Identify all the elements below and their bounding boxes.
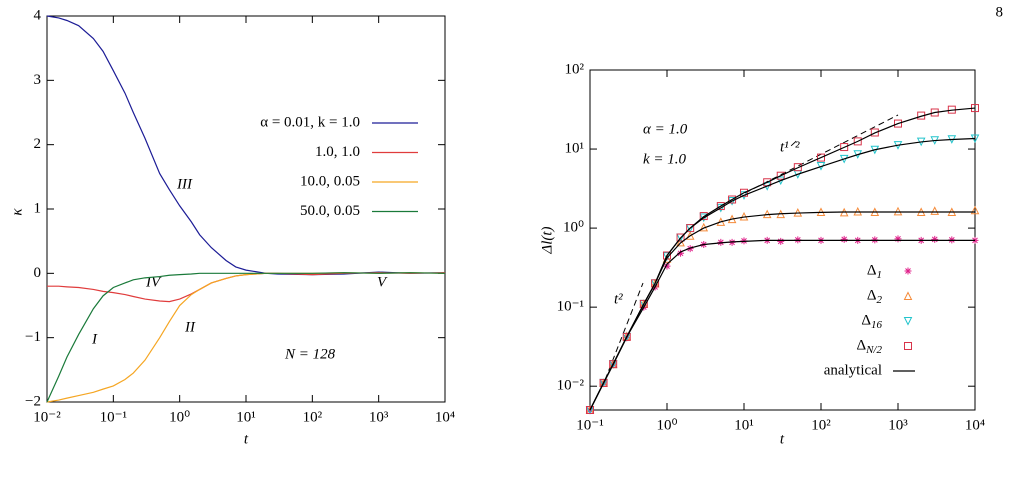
marker [893,206,903,216]
annotation: α = 1.0 [643,121,688,137]
series-line [589,107,976,411]
annotation: k = 1.0 [643,151,687,167]
legend-label: 10.0, 0.05 [300,173,360,189]
marker [853,137,862,146]
marker [817,153,825,162]
x-tick-label: 10³ [369,409,389,425]
series-line [589,239,975,411]
marker [685,231,695,240]
marker [776,176,786,186]
y-tick-label: 10⁻² [557,378,585,394]
legend-marker [903,291,913,300]
y-tick-label: 4 [34,7,42,23]
x-axis-label: t [780,431,785,447]
y-tick-label: 0 [34,265,42,281]
x-tick-label: 10² [811,417,831,433]
y-axis-label: κ [9,208,25,216]
marker [870,128,879,137]
annotation: IV [145,274,162,290]
annotation: t² [614,291,623,307]
marker [740,188,748,197]
y-axis-label: Δl(t) [539,226,555,254]
marker [716,203,726,213]
y-tick-label: 1 [34,200,42,216]
x-tick-label: 10⁻¹ [100,409,127,425]
x-tick-label: 10⁰ [656,417,677,433]
y-tick-label: 3 [34,72,42,88]
annotation: III [176,176,193,192]
x-tick-label: 10⁻² [33,409,61,425]
y-tick-label: 2 [34,136,42,152]
x-tick-label: 10⁴ [965,417,985,433]
legend-label: α = 0.01, k = 1.0 [260,114,360,130]
marker [677,249,685,257]
legend-label: analytical [824,362,882,378]
series-line [46,15,446,276]
x-axis-label: t [244,431,249,447]
legend-marker [904,342,912,350]
marker [739,191,749,200]
marker [609,360,618,369]
legend-label: 50.0, 0.05 [300,203,360,219]
y-tick-label: −1 [25,329,41,345]
marker [599,378,608,387]
page-number: 8 [996,4,1004,20]
y-tick-label: 10⁰ [563,220,584,236]
x-tick-label: 10⁻¹ [576,417,603,433]
marker [676,233,685,242]
marker [686,224,695,233]
marker [894,235,902,243]
x-tick-label: 10⁴ [435,409,455,425]
marker [777,237,785,245]
marker [840,235,848,243]
annotation: V [377,274,388,290]
annotation: II [184,319,196,335]
annotation: N = 128 [284,346,336,362]
plot-frame [46,15,446,403]
marker [930,206,940,215]
marker [970,205,980,215]
marker [894,119,902,128]
legend-marker [904,267,912,275]
guide-line [604,282,644,381]
marker [840,143,849,152]
x-tick-label: 10⁰ [169,409,190,425]
legend-marker [903,317,913,326]
series-line [46,272,446,403]
legend-label: Δ16 [861,312,882,330]
y-tick-label: 10¹ [565,140,585,156]
marker [586,406,594,414]
annotation: I [91,331,98,347]
legend-label: Δ2 [867,287,883,305]
series-line [47,272,446,303]
marker [776,171,785,180]
x-tick-label: 10¹ [734,417,754,433]
x-tick-label: 10² [303,409,323,425]
x-tick-label: 10³ [888,417,908,433]
y-tick-label: 10² [565,61,585,77]
marker [931,235,939,243]
y-tick-label: −2 [25,393,41,409]
marker [663,262,671,270]
legend-label: ΔN/2 [856,337,882,355]
x-tick-label: 10¹ [236,409,256,425]
marker [622,332,631,341]
marker [676,237,685,247]
annotation: t¹ᐟ² [780,139,800,155]
legend-label: Δ1 [867,262,882,280]
legend-label: 1.0, 1.0 [315,144,360,160]
marker [793,163,802,172]
y-tick-label: 10⁻¹ [557,299,584,315]
